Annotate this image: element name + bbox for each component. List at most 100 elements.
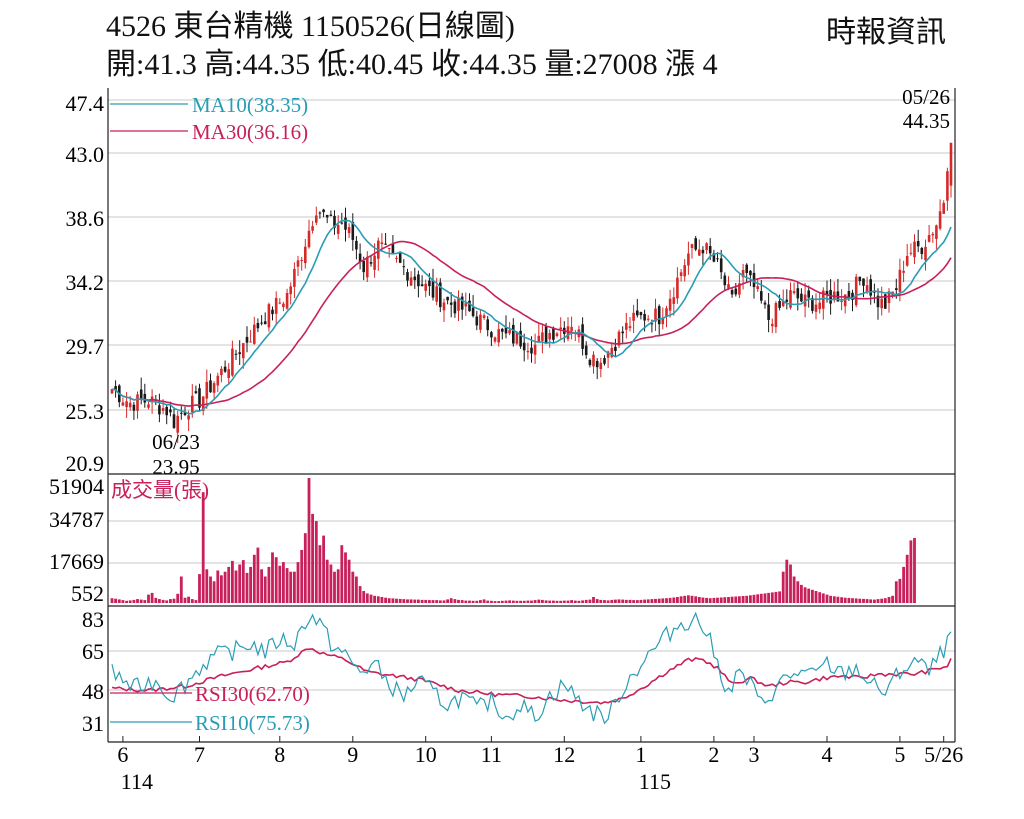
candle-body (829, 289, 832, 304)
volume-bar (902, 566, 905, 603)
candle-body (121, 402, 125, 406)
candle-body (263, 321, 267, 325)
month-label: 2 (708, 742, 719, 767)
volume-bar (154, 597, 158, 603)
volume-bar (530, 600, 533, 603)
y-axis-volume: 51904 34787 17669 552 (49, 474, 104, 606)
candle-body (617, 331, 621, 346)
volume-bar (380, 597, 384, 603)
year-label: 115 (639, 769, 671, 794)
candle-body (683, 265, 686, 277)
volume-bar (303, 533, 307, 603)
candle-body (895, 288, 898, 290)
volume-bar (887, 597, 891, 603)
candle-body (446, 296, 449, 301)
volume-bar (905, 554, 909, 603)
volume-bar (187, 596, 190, 603)
month-label: 12 (553, 742, 575, 767)
volume-bar (548, 600, 552, 603)
volume-bar (628, 599, 632, 603)
candle-body (548, 333, 551, 340)
candle-body (668, 298, 672, 311)
volume-bar (836, 596, 840, 603)
candle-body (205, 381, 209, 399)
volume-bar (172, 598, 176, 603)
volume-bar (449, 598, 453, 603)
volume-bar (322, 535, 325, 603)
volume-bar (537, 599, 541, 603)
volume-bar (759, 593, 763, 603)
candle-body (665, 308, 668, 317)
high-date: 05/26 (902, 85, 950, 109)
volume-bar (464, 600, 468, 603)
candle-body (811, 298, 814, 311)
volume-bar (577, 600, 581, 603)
volume-bar (832, 596, 836, 603)
volume-bar (241, 560, 245, 603)
volume-bar (705, 597, 708, 603)
volume-bar (479, 600, 482, 603)
volume-bar (716, 597, 719, 603)
volume-bar (606, 600, 610, 603)
volume-bar (756, 594, 760, 603)
volume-bar (282, 562, 285, 603)
candle-body (822, 290, 825, 309)
high-annotation: 05/26 44.35 (902, 85, 950, 133)
candle-body (460, 296, 464, 310)
candle-body (216, 375, 220, 386)
candle-body (533, 344, 537, 355)
volume-bar (365, 593, 369, 603)
candle-body (614, 346, 617, 351)
volume-bar (431, 600, 435, 603)
rsi-tick-label: 83 (82, 607, 104, 632)
candle-body (274, 298, 278, 314)
volume-bar (179, 576, 183, 603)
volume-bar (610, 599, 614, 603)
price-tick-label: 38.6 (66, 206, 105, 231)
candle-body (592, 354, 595, 367)
volume-bar (231, 560, 234, 603)
candle-body (639, 312, 643, 316)
volume-bar (676, 597, 679, 603)
candle-body (428, 280, 431, 287)
volume-bar (497, 601, 501, 603)
candle-body (114, 386, 117, 391)
y-axis-rsi: 83 65 48 31 (82, 607, 104, 736)
candle-body (570, 326, 573, 331)
candle-body (530, 347, 533, 354)
candle-body (785, 299, 789, 302)
volume-bar (358, 586, 362, 603)
volume-bar (635, 600, 639, 603)
rsi-tick-label: 65 (82, 639, 104, 664)
candle-body (431, 280, 435, 298)
candle-body (307, 230, 311, 248)
volume-bar (909, 540, 913, 603)
volume-bar (238, 564, 242, 603)
volume-bar (829, 595, 832, 603)
volume-bar (285, 568, 289, 603)
candle-body (282, 303, 285, 308)
candle-body (690, 244, 694, 248)
volume-bar (318, 545, 322, 603)
volume-bar (792, 576, 796, 603)
volume-bar (847, 597, 851, 603)
candle-body (603, 358, 606, 364)
source-label: 時報資訊 (826, 16, 946, 49)
candle-body (599, 362, 603, 369)
candle-body (358, 253, 362, 263)
candle-body (632, 312, 635, 321)
volume-bar (110, 598, 114, 603)
volume-bar (749, 595, 752, 603)
volume-bar (201, 492, 205, 603)
volume-bar (730, 596, 734, 603)
candle-body (763, 302, 767, 305)
rsi30-legend-label: RSI30(62.70) (195, 682, 310, 706)
volume-bar (376, 596, 380, 603)
candle-body (424, 283, 427, 291)
candle-body (479, 314, 482, 330)
year-label: 114 (121, 769, 153, 794)
volume-bar (252, 554, 256, 603)
volume-bar (340, 545, 344, 603)
candle-body (519, 330, 522, 347)
volume-bar (446, 599, 449, 603)
